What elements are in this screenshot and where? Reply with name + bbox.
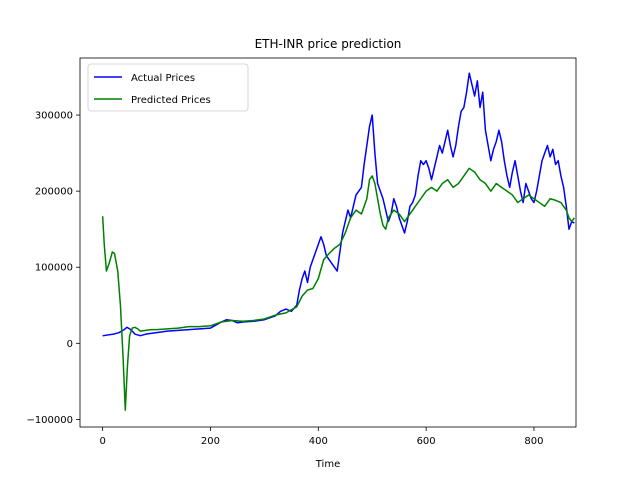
y-tick-label: 100000: [35, 263, 73, 274]
y-tick-label: −100000: [26, 415, 73, 426]
x-tick-label: 400: [309, 436, 328, 447]
legend: Actual Prices Predicted Prices: [87, 63, 249, 112]
x-tick-label: 600: [417, 436, 436, 447]
axes-frame: [79, 57, 577, 428]
x-axis-label: Time: [315, 459, 340, 470]
legend-box: [87, 63, 249, 112]
x-tick-label: 0: [99, 436, 105, 447]
series-group: [101, 72, 575, 412]
y-tick-label: 300000: [35, 111, 73, 122]
plot-area: 0 200 400 600 800 −100000 0 100000 200000 300000: [26, 57, 577, 447]
x-tick-label: 200: [201, 436, 220, 447]
x-tick-label: 800: [524, 436, 543, 447]
legend-entry: Actual Prices: [131, 73, 195, 84]
y-tick-label: 200000: [35, 187, 73, 198]
series-line-predicted-prices: [101, 167, 575, 412]
legend-entry: Predicted Prices: [131, 95, 211, 106]
y-tick-label: 0: [67, 339, 73, 350]
series-line-actual-prices: [102, 72, 575, 337]
chart-title: ETH-INR price prediction: [255, 37, 402, 51]
